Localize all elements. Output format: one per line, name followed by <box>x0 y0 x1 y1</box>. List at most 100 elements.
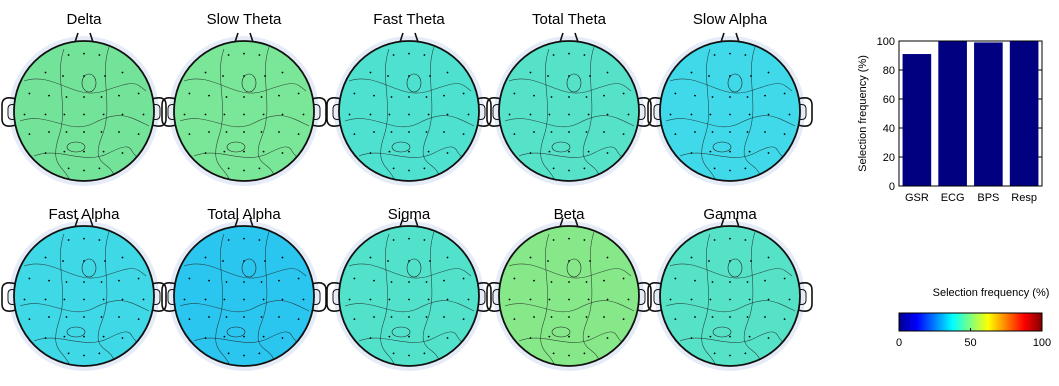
contour-loop <box>551 141 571 153</box>
electrode-dot <box>98 239 101 241</box>
topomap-6: Fast Alpha <box>1 206 167 371</box>
electrode-dot <box>568 316 570 318</box>
electrode-dot <box>243 316 245 318</box>
contour-line <box>193 331 297 343</box>
electrode-dot <box>713 167 716 170</box>
electrode-dot <box>264 260 266 262</box>
electrode-dot <box>65 96 68 98</box>
contour-line <box>669 78 793 94</box>
head-outline <box>338 225 480 367</box>
electrode-dot <box>568 75 570 77</box>
electrode-dot <box>388 335 391 338</box>
electrode-dot <box>767 298 770 301</box>
electrode-dot <box>533 279 535 282</box>
electrode-dot <box>392 239 395 241</box>
bar-ecg <box>938 41 967 186</box>
colorbar-tick-label: 100 <box>1033 337 1051 349</box>
contour-loop <box>551 326 571 338</box>
contour-loop <box>241 73 257 93</box>
electrode-dot <box>583 352 586 355</box>
right-ear <box>476 282 492 312</box>
electrode-dot <box>278 94 280 97</box>
electrode-dot <box>462 318 465 320</box>
x-tick-label: ECG <box>941 192 965 204</box>
topomap-title: Gamma <box>703 206 757 223</box>
electrode-dot <box>225 96 228 98</box>
contour-line <box>257 46 275 176</box>
electrode-dot <box>627 113 630 116</box>
electrode-dot <box>427 335 430 338</box>
right-ear <box>476 97 492 127</box>
electrode-dot <box>408 96 410 98</box>
electrode-dot <box>44 113 47 116</box>
contour-loop <box>727 73 743 93</box>
electrode-dot <box>729 96 731 98</box>
electrode-dot <box>188 133 191 136</box>
electrode-dot <box>204 113 207 116</box>
electrode-dot <box>529 298 532 301</box>
electrode-dot <box>121 337 124 339</box>
electrode-dot <box>260 281 263 283</box>
contour-line <box>504 115 635 128</box>
right-ear <box>636 282 652 312</box>
electrode-dot <box>408 281 410 283</box>
electrode-dot <box>462 92 465 95</box>
electrode-dot <box>425 316 428 318</box>
scalp-map <box>14 226 154 366</box>
electrode-dot <box>23 298 26 301</box>
electrode-dot <box>708 260 710 262</box>
topomap-7: Total Alpha <box>161 206 327 371</box>
electrode-dot <box>243 131 245 133</box>
right-ear-inner <box>797 104 807 120</box>
nose <box>399 217 419 228</box>
contour-loop <box>226 141 246 153</box>
electrode-dot <box>223 113 226 116</box>
electrode-dot <box>513 318 516 320</box>
electrode-dot <box>783 277 786 280</box>
contour-line <box>380 233 395 365</box>
electrode-dot <box>225 281 228 283</box>
left-ear <box>486 97 502 127</box>
electrode-dot <box>83 316 85 318</box>
electrode-dot <box>62 260 64 262</box>
electrode-dot <box>729 281 731 283</box>
contour-line <box>422 46 440 176</box>
bar-bps <box>974 42 1003 187</box>
contour-loop <box>406 258 422 278</box>
electrode-dot <box>748 335 751 338</box>
electrode-dot <box>260 131 263 133</box>
electrode-dot <box>589 75 591 77</box>
electrode-dot <box>589 260 591 262</box>
contour-line <box>23 78 147 94</box>
topomap-10: Gamma <box>647 206 813 371</box>
electrode-dot <box>603 279 605 282</box>
electrode-dot <box>353 92 356 95</box>
electrode-dot <box>729 354 731 357</box>
electrode-dot <box>408 52 410 55</box>
electrode-dot <box>222 260 224 262</box>
electrode-dot <box>102 298 105 301</box>
electrode-dot <box>390 281 393 283</box>
contour-line <box>344 300 475 313</box>
head-outline <box>13 40 155 182</box>
electrode-dot <box>388 113 391 116</box>
electrode-dot <box>387 260 389 262</box>
electrode-dot <box>446 337 449 339</box>
electrode-dot <box>529 71 532 74</box>
electrode-dot <box>669 298 672 301</box>
electrode-dot <box>369 256 372 259</box>
electrode-dot <box>767 113 770 116</box>
left-ear <box>1 97 17 127</box>
electrode-dot <box>568 169 570 172</box>
electrode-dot <box>767 152 770 154</box>
head-outline <box>659 40 801 182</box>
electrode-dot <box>373 131 375 133</box>
contour-line <box>518 331 622 343</box>
electrode-dot <box>622 92 625 95</box>
right-ear <box>797 282 813 312</box>
electrode-dot <box>767 337 770 339</box>
electrode-dot <box>711 316 714 318</box>
electrode-dot <box>606 71 609 74</box>
electrode-dot <box>243 169 245 172</box>
electrode-dot <box>746 96 749 98</box>
